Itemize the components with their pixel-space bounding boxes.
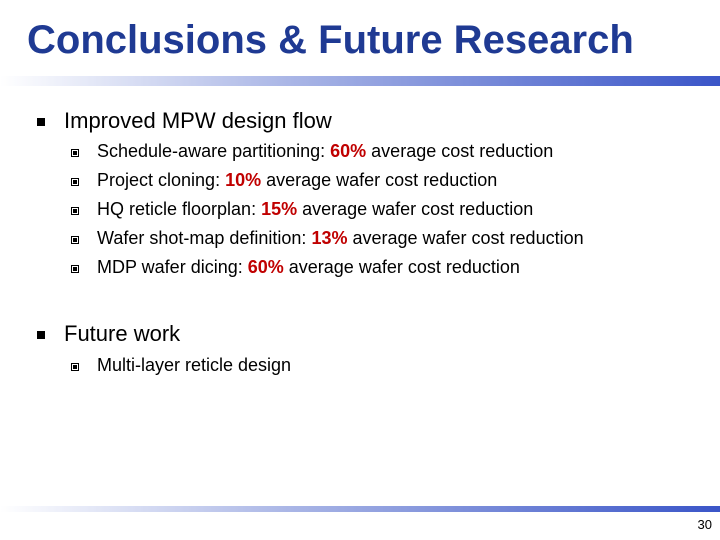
item-text: average wafer cost reduction — [347, 228, 584, 248]
item-text: average cost reduction — [366, 141, 554, 161]
page-number: 30 — [697, 517, 712, 532]
list-item: MDP wafer dicing: 60% average wafer cost… — [97, 257, 520, 278]
item-text: average wafer cost reduction — [297, 199, 534, 219]
item-text: Multi-layer reticle design — [97, 355, 292, 375]
item-value: 15% — [261, 199, 298, 219]
item-value: 60% — [330, 141, 367, 161]
item-text: Schedule-aware partitioning: — [97, 141, 331, 161]
item-text: Wafer shot-map definition: — [97, 228, 312, 248]
item-text: MDP wafer dicing: — [97, 257, 248, 277]
item-text: Project cloning: — [97, 170, 226, 190]
title-divider — [0, 76, 720, 86]
list-item: HQ reticle floorplan: 15% average wafer … — [97, 199, 533, 220]
section-heading: Future work — [64, 321, 181, 346]
item-text: HQ reticle floorplan: — [97, 199, 262, 219]
hollow-square-bullet-icon — [71, 236, 79, 244]
item-text: average wafer cost reduction — [261, 170, 498, 190]
square-bullet-icon — [37, 331, 45, 339]
section-heading: Improved MPW design flow — [64, 108, 332, 133]
hollow-square-bullet-icon — [71, 207, 79, 215]
item-text: average wafer cost reduction — [283, 257, 520, 277]
item-value: 13% — [311, 228, 348, 248]
list-item: Multi-layer reticle design — [97, 355, 291, 376]
item-value: 10% — [225, 170, 262, 190]
footer-divider — [0, 506, 720, 512]
slide-title: Conclusions & Future Research — [27, 18, 634, 62]
hollow-square-bullet-icon — [71, 265, 79, 273]
list-item: Project cloning: 10% average wafer cost … — [97, 170, 497, 191]
square-bullet-icon — [37, 118, 45, 126]
list-item: Wafer shot-map definition: 13% average w… — [97, 228, 584, 249]
hollow-square-bullet-icon — [71, 363, 79, 371]
item-value: 60% — [247, 257, 284, 277]
hollow-square-bullet-icon — [71, 178, 79, 186]
list-item: Schedule-aware partitioning: 60% average… — [97, 141, 553, 162]
hollow-square-bullet-icon — [71, 149, 79, 157]
